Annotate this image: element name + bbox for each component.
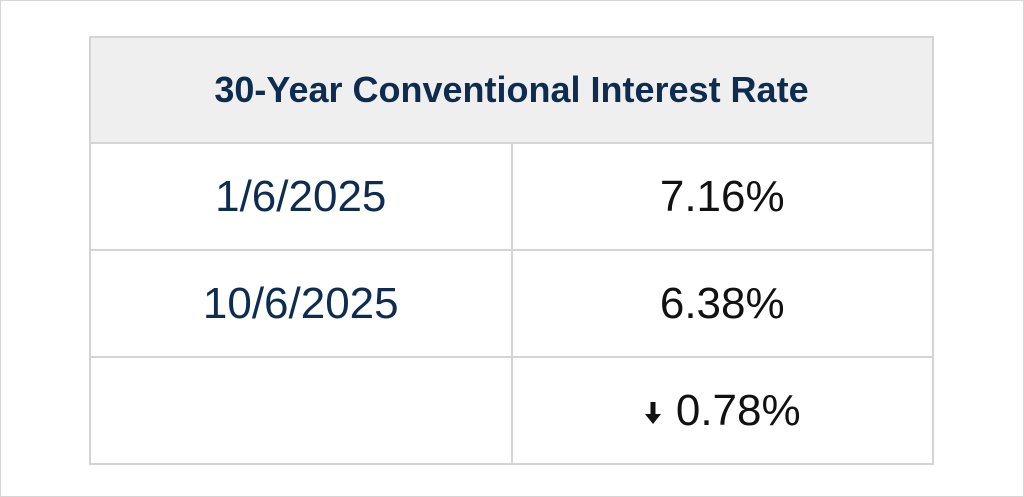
rate-table: 30-Year Conventional Interest Rate 1/6/2…: [89, 36, 934, 465]
change-cell: 0.78%: [510, 356, 934, 465]
table-title: 30-Year Conventional Interest Rate: [89, 36, 934, 144]
date-cell: 10/6/2025: [89, 249, 513, 358]
empty-cell: [89, 356, 513, 465]
row: 10/6/2025 6.38%: [89, 249, 934, 358]
row: 0.78%: [89, 356, 934, 465]
date-cell: 1/6/2025: [89, 142, 513, 251]
rate-cell: 6.38%: [510, 249, 934, 358]
down-arrow-icon: [644, 401, 661, 424]
row: 1/6/2025 7.16%: [89, 142, 934, 251]
rate-cell: 7.16%: [510, 142, 934, 251]
header-row: 30-Year Conventional Interest Rate: [89, 36, 934, 144]
change-value: 0.78%: [675, 385, 801, 435]
